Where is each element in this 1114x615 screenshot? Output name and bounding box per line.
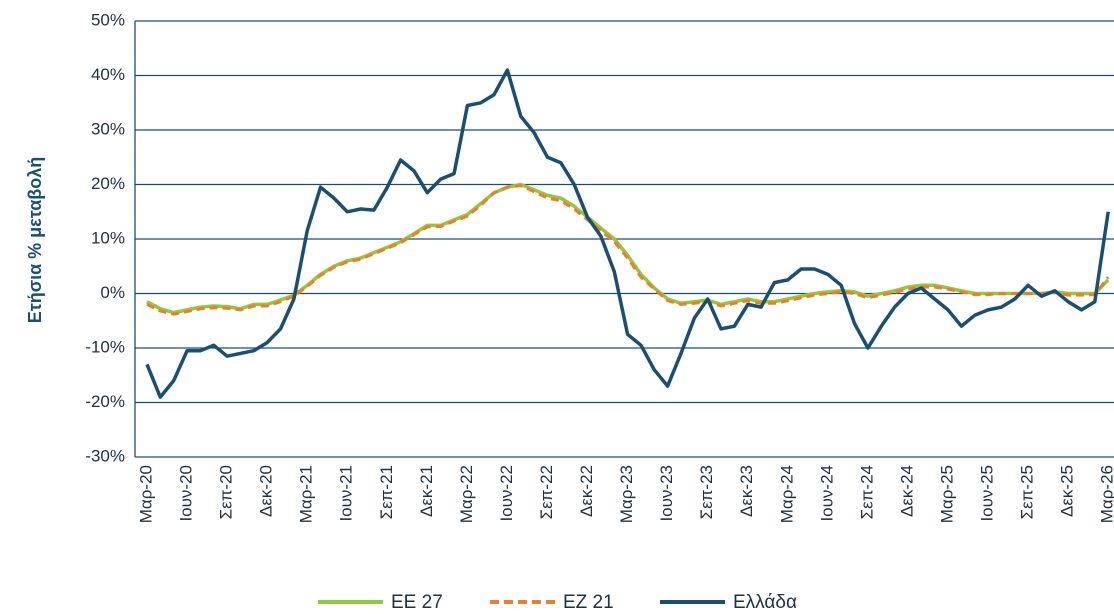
x-tick-label: Σεπ-23: [697, 465, 716, 519]
y-tick-label: -30%: [85, 446, 125, 465]
legend-label: ΕΖ 21: [563, 592, 614, 613]
y-tick-label: 20%: [91, 174, 125, 193]
x-tick-label: Σεπ-25: [1018, 465, 1037, 519]
x-tick-label: Ιουν-23: [657, 465, 676, 522]
y-tick-label: 50%: [91, 10, 125, 29]
x-tick-label: Δεκ-23: [737, 465, 756, 517]
x-tick-label: Μαρ-25: [937, 465, 956, 523]
x-tick-label: Ιουν-22: [497, 465, 516, 522]
x-tick-label: Ιουν-25: [978, 465, 997, 522]
x-tick-label: Μαρ-22: [457, 465, 476, 523]
x-tick-label: Μαρ-26: [1098, 465, 1114, 523]
x-tick-label: Μαρ-20: [136, 465, 155, 523]
x-tick-label: Μαρ-24: [777, 465, 796, 523]
x-tick-label: Δεκ-20: [257, 465, 276, 517]
x-tick-label: Δεκ-24: [897, 465, 916, 517]
y-tick-label: 40%: [91, 65, 125, 84]
x-tick-label: Σεπ-21: [377, 465, 396, 519]
y-tick-label: -10%: [85, 337, 125, 356]
x-tick-label: Σεπ-24: [857, 465, 876, 519]
x-tick-label: Μαρ-23: [617, 465, 636, 523]
x-tick-label: Σεπ-20: [217, 465, 236, 519]
x-tick-label: Σεπ-22: [537, 465, 556, 519]
x-tick-label: Μαρ-21: [297, 465, 316, 523]
series-line: [145, 68, 1110, 399]
series-line: [146, 184, 1110, 316]
x-tick-label: Δεκ-21: [417, 465, 436, 517]
x-tick-label: Ιουν-21: [337, 465, 356, 522]
y-axis-label: Ετήσια % μεταβολή: [25, 157, 45, 324]
legend-label: ΕΕ 27: [391, 592, 443, 613]
y-tick-label: -20%: [85, 392, 125, 411]
x-tick-label: Ιουν-20: [177, 465, 196, 522]
legend-label: Ελλάδα: [733, 592, 797, 613]
y-tick-label: 30%: [91, 119, 125, 138]
x-tick-label: Δεκ-22: [577, 465, 596, 517]
y-tick-label: 0%: [100, 283, 125, 302]
x-tick-label: Ιουν-24: [817, 465, 836, 522]
y-tick-label: 10%: [91, 228, 125, 247]
x-tick-label: Δεκ-25: [1058, 465, 1077, 517]
